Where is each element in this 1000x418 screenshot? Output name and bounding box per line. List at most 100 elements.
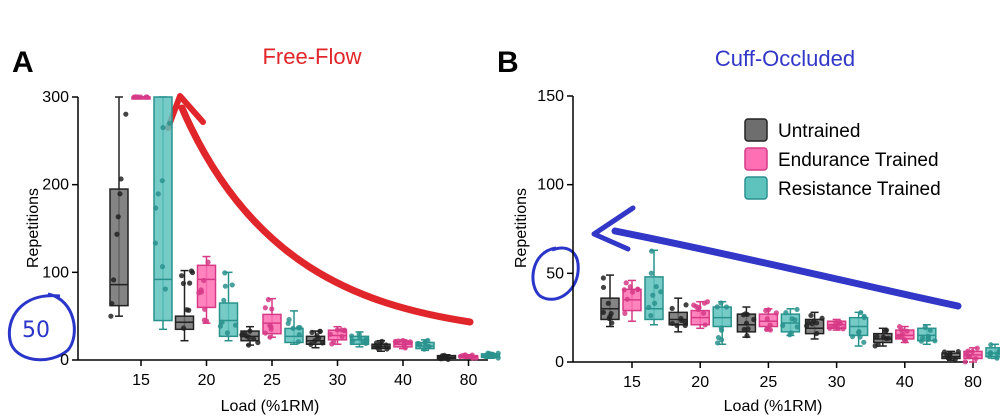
- data-point: [605, 300, 611, 306]
- data-point: [652, 300, 658, 306]
- data-point: [180, 325, 187, 331]
- annotation-circle-left: 50: [7, 292, 76, 362]
- data-point: [290, 325, 296, 331]
- data-point: [955, 348, 961, 355]
- box-b-endurance-40: [895, 323, 915, 344]
- box-a-untrained-25: [239, 325, 261, 348]
- data-point: [861, 339, 867, 345]
- data-point: [334, 327, 340, 333]
- data-point: [718, 325, 724, 331]
- data-point: [495, 355, 501, 361]
- box-b-untrained-25: [736, 306, 757, 339]
- data-point: [849, 333, 856, 340]
- data-point: [251, 336, 257, 342]
- data-point: [952, 356, 958, 362]
- data-point: [658, 289, 664, 295]
- data-point: [700, 310, 707, 316]
- box-b-endurance-20: [690, 299, 711, 330]
- box-iqr: [712, 306, 732, 328]
- box-b-untrained-20: [668, 297, 689, 333]
- data-point: [444, 354, 450, 361]
- data-point: [674, 322, 680, 328]
- data-point: [741, 326, 747, 333]
- data-point: [718, 337, 725, 343]
- data-point: [160, 124, 166, 131]
- data-point: [392, 338, 399, 344]
- data-point: [469, 352, 475, 358]
- panel-a-ylabel: Repetitions: [25, 188, 42, 268]
- data-point: [159, 264, 166, 270]
- data-point: [473, 355, 479, 361]
- data-point: [407, 339, 413, 345]
- box-a-untrained-40: [371, 338, 391, 352]
- data-point: [383, 342, 389, 348]
- box-iqr: [109, 188, 129, 307]
- data-point: [265, 297, 271, 303]
- data-point: [994, 355, 1000, 361]
- data-point: [297, 325, 303, 331]
- data-point: [623, 280, 629, 286]
- box-iqr: [262, 313, 282, 335]
- box-a-endurance-25: [262, 297, 282, 340]
- box-a-endurance-20: [196, 255, 217, 324]
- data-point: [969, 348, 975, 355]
- data-point: [495, 350, 501, 356]
- panel-b-title: Cuff-Occluded: [715, 46, 855, 71]
- panel-a-title: Free-Flow: [262, 44, 361, 69]
- data-point: [669, 320, 676, 327]
- data-point: [691, 302, 697, 308]
- panel-a-xlabel: Load (%1RM): [221, 398, 320, 415]
- box-a-untrained-20: [174, 268, 196, 342]
- data-point: [683, 302, 689, 308]
- data-point: [198, 289, 205, 295]
- data-point: [927, 327, 933, 333]
- data-point: [718, 300, 724, 306]
- data-point: [857, 334, 863, 340]
- data-point: [153, 205, 159, 211]
- box-b-untrained-40: [872, 327, 893, 349]
- y-tick-label: 150: [537, 88, 564, 105]
- data-point: [600, 309, 607, 316]
- y-tick-label: 0: [555, 354, 564, 371]
- annotation-arrow-blue: [591, 205, 962, 310]
- data-point: [402, 345, 408, 351]
- data-point: [255, 339, 261, 346]
- data-point: [317, 328, 323, 334]
- data-point: [202, 306, 208, 312]
- data-point: [723, 304, 730, 310]
- data-point: [205, 259, 211, 265]
- data-point: [243, 333, 250, 339]
- data-point: [833, 323, 839, 329]
- x-tick-label: 30: [828, 374, 846, 391]
- data-point: [295, 339, 301, 345]
- data-point: [947, 353, 953, 359]
- y-tick-label: 50: [546, 265, 564, 282]
- data-point: [222, 270, 228, 276]
- data-point: [742, 311, 749, 317]
- box-b-resistance-15: [644, 248, 664, 326]
- data-point: [646, 304, 652, 310]
- data-point: [653, 283, 659, 290]
- data-point: [268, 326, 274, 332]
- data-point: [309, 329, 315, 335]
- data-point: [224, 330, 231, 336]
- data-point: [349, 333, 355, 339]
- x-tick-label: 40: [896, 374, 914, 391]
- data-point: [669, 305, 675, 312]
- box-a-endurance-40: [392, 337, 413, 351]
- x-tick-label: 15: [132, 372, 150, 389]
- legend-label-untrained: Untrained: [778, 121, 860, 142]
- data-point: [622, 310, 628, 316]
- data-point: [267, 334, 273, 340]
- data-point: [773, 310, 779, 316]
- data-point: [373, 343, 379, 349]
- y-tick-label: 200: [42, 177, 69, 194]
- data-point: [819, 315, 825, 321]
- data-point: [110, 277, 117, 283]
- data-point: [988, 351, 994, 357]
- data-point: [180, 280, 187, 287]
- box-b-untrained-80: [941, 348, 961, 362]
- y-tick-label: 300: [42, 89, 69, 106]
- data-point: [621, 287, 627, 293]
- data-point: [131, 94, 137, 100]
